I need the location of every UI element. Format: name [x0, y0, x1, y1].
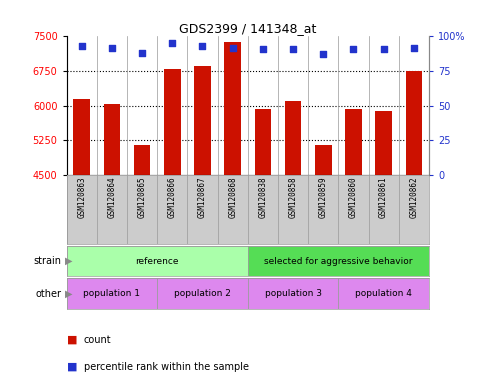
Text: population 3: population 3	[265, 289, 321, 298]
Text: GSM120838: GSM120838	[258, 177, 267, 218]
Bar	[315, 144, 331, 175]
Title: GDS2399 / 141348_at: GDS2399 / 141348_at	[179, 22, 317, 35]
Bar	[248, 278, 338, 309]
Text: GSM120858: GSM120858	[288, 177, 298, 218]
Text: GSM120867: GSM120867	[198, 177, 207, 218]
Text: other: other	[35, 289, 62, 299]
Text: strain: strain	[34, 256, 62, 266]
Point	[259, 46, 267, 52]
Bar	[254, 109, 271, 175]
Text: GSM120861: GSM120861	[379, 177, 388, 218]
Text: ▶: ▶	[65, 256, 72, 266]
Text: population 2: population 2	[174, 289, 231, 298]
Point	[350, 46, 357, 52]
Text: GSM120859: GSM120859	[318, 177, 328, 218]
Text: GSM120863: GSM120863	[77, 177, 86, 218]
Text: population 1: population 1	[83, 289, 141, 298]
Bar	[104, 104, 120, 175]
Bar	[67, 246, 248, 276]
Text: selected for aggressive behavior: selected for aggressive behavior	[264, 257, 413, 266]
Text: GSM120864: GSM120864	[107, 177, 116, 218]
Point	[319, 51, 327, 58]
Text: count: count	[84, 335, 111, 345]
Bar	[73, 99, 90, 175]
Text: GSM120865: GSM120865	[138, 177, 146, 218]
Text: reference: reference	[136, 257, 179, 266]
Bar	[224, 42, 241, 175]
Point	[410, 45, 418, 51]
Bar	[194, 66, 211, 175]
Bar	[134, 145, 150, 175]
Point	[199, 43, 207, 49]
Bar	[285, 101, 301, 175]
Bar	[157, 278, 248, 309]
Point	[289, 46, 297, 52]
Point	[229, 45, 237, 51]
Text: GSM120862: GSM120862	[409, 177, 419, 218]
Bar	[375, 111, 392, 175]
Text: GSM120868: GSM120868	[228, 177, 237, 218]
Bar	[338, 278, 429, 309]
Point	[108, 45, 116, 51]
Text: GSM120866: GSM120866	[168, 177, 177, 218]
Text: population 4: population 4	[355, 289, 412, 298]
Text: ■: ■	[67, 335, 77, 345]
Point	[168, 40, 176, 46]
Point	[380, 46, 387, 52]
Text: GSM120860: GSM120860	[349, 177, 358, 218]
Bar	[164, 69, 180, 175]
Point	[78, 43, 86, 49]
Bar	[406, 71, 422, 175]
Bar	[345, 109, 362, 175]
Text: ■: ■	[67, 362, 77, 372]
Bar	[248, 246, 429, 276]
Point	[138, 50, 146, 56]
Text: ▶: ▶	[65, 289, 72, 299]
Text: percentile rank within the sample: percentile rank within the sample	[84, 362, 249, 372]
Bar	[67, 278, 157, 309]
